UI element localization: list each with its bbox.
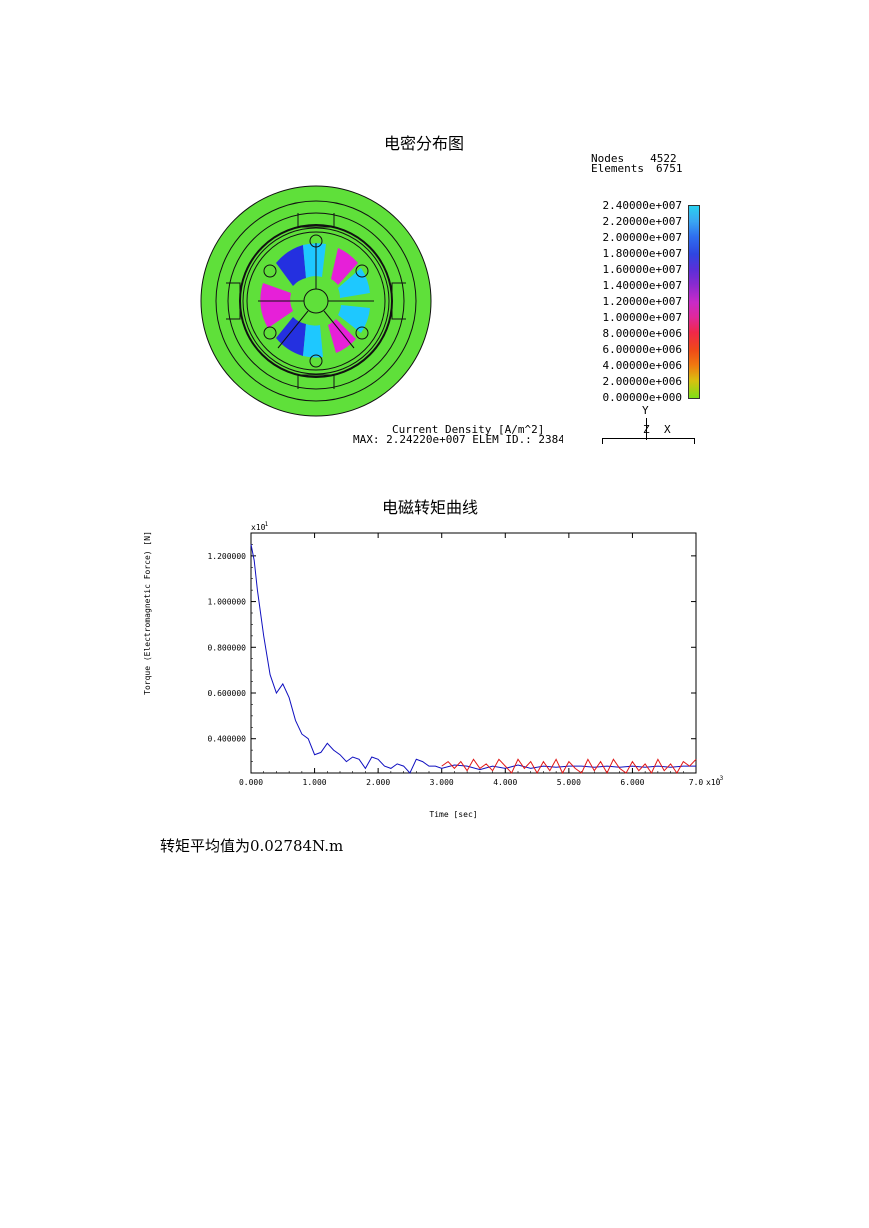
- winding-bottom-left: [276, 317, 306, 356]
- legend-label: 4.00000e+006: [602, 359, 682, 372]
- x-tick-label: 5.000: [557, 778, 581, 787]
- legend-label: 2.20000e+007: [602, 215, 682, 228]
- y-tick-label: 0.800000: [207, 643, 246, 652]
- winding-bottom-copper: [303, 324, 323, 358]
- legend-label: 1.80000e+007: [602, 247, 682, 260]
- legend-label: 1.40000e+007: [602, 279, 682, 292]
- torque-chart: 0.000 1.000 2.000 3.000 4.000 5.000 6.000 7.0 x1…: [143, 521, 724, 819]
- plot-frame: [250, 532, 697, 774]
- y-tick-label: 0.600000: [207, 689, 246, 698]
- series-line-1: [441, 758, 697, 775]
- legend-color-bar: [688, 205, 700, 399]
- x-axis-label: Time [sec]: [429, 810, 477, 819]
- elements-label: Elements: [591, 162, 644, 175]
- y-tick-label: 0.400000: [207, 735, 246, 744]
- x-tick-label: 1.000: [303, 778, 327, 787]
- motor-cross-section: [200, 185, 432, 417]
- y-exponent: -1: [261, 521, 269, 528]
- fig2-title: 电磁转矩曲线: [382, 498, 479, 517]
- winding-top-left: [276, 245, 306, 286]
- legend-label: 8.00000e+006: [602, 327, 682, 340]
- x-exponent-label: x10: [706, 778, 721, 787]
- axis-y-label: Y: [642, 404, 649, 417]
- winding-bottom-right: [328, 319, 356, 353]
- legend-label: 1.20000e+007: [602, 295, 682, 308]
- x-tick-label: 6.000: [620, 778, 644, 787]
- legend-label: 2.00000e+006: [602, 375, 682, 388]
- legend-label: 2.00000e+007: [602, 231, 682, 244]
- x-tick-label: 4.000: [493, 778, 517, 787]
- field-label: Current Density [A/m^2]: [392, 423, 545, 436]
- winding-right-lower: [338, 305, 370, 333]
- x-tick-label: 0.000: [239, 778, 263, 787]
- legend-label: 6.00000e+006: [602, 343, 682, 356]
- winding-top-left-copper: [303, 243, 326, 278]
- y-exponent-label: x10: [251, 523, 266, 532]
- winding-right-copper: [338, 268, 370, 298]
- y-tick-label: 1.000000: [207, 598, 246, 607]
- x-tick-label: 3.000: [430, 778, 454, 787]
- legend-label: 1.00000e+007: [602, 311, 682, 324]
- legend-label: 2.40000e+007: [602, 199, 682, 212]
- x-tick-label: 2.000: [366, 778, 390, 787]
- legend-label: 0.00000e+000: [602, 391, 682, 404]
- x-exponent: -3: [716, 775, 724, 782]
- summary-text: 转矩平均值为0.02784N.m: [160, 837, 344, 855]
- color-legend: 2.40000e+007 2.20000e+007 2.00000e+007 1…: [600, 200, 710, 408]
- winding-left: [260, 283, 293, 328]
- x-tick-label: 7.0: [689, 778, 704, 787]
- elements-value: 6751: [655, 162, 683, 175]
- legend-label: 1.60000e+007: [602, 263, 682, 276]
- series-line-0: [250, 544, 696, 774]
- axis-z-label: Z: [643, 423, 650, 436]
- nodes-value: 4522: [650, 152, 677, 165]
- nodes-label: Nodes: [591, 152, 625, 165]
- mesh-stats: Nodes 4522 Elements 6751: [591, 152, 683, 175]
- y-axis-label: Torque (Electromagnetic Force) [N]: [143, 531, 152, 695]
- winding-top-right: [331, 248, 358, 285]
- axis-x-label: X: [664, 423, 671, 436]
- y-tick-label: 1.200000: [207, 552, 246, 561]
- fig1-title: 电密分布图: [384, 134, 465, 153]
- axis-triad: Z X: [602, 418, 695, 444]
- max-label: MAX: 2.24220e+007 ELEM ID.: 2384: [353, 433, 563, 443]
